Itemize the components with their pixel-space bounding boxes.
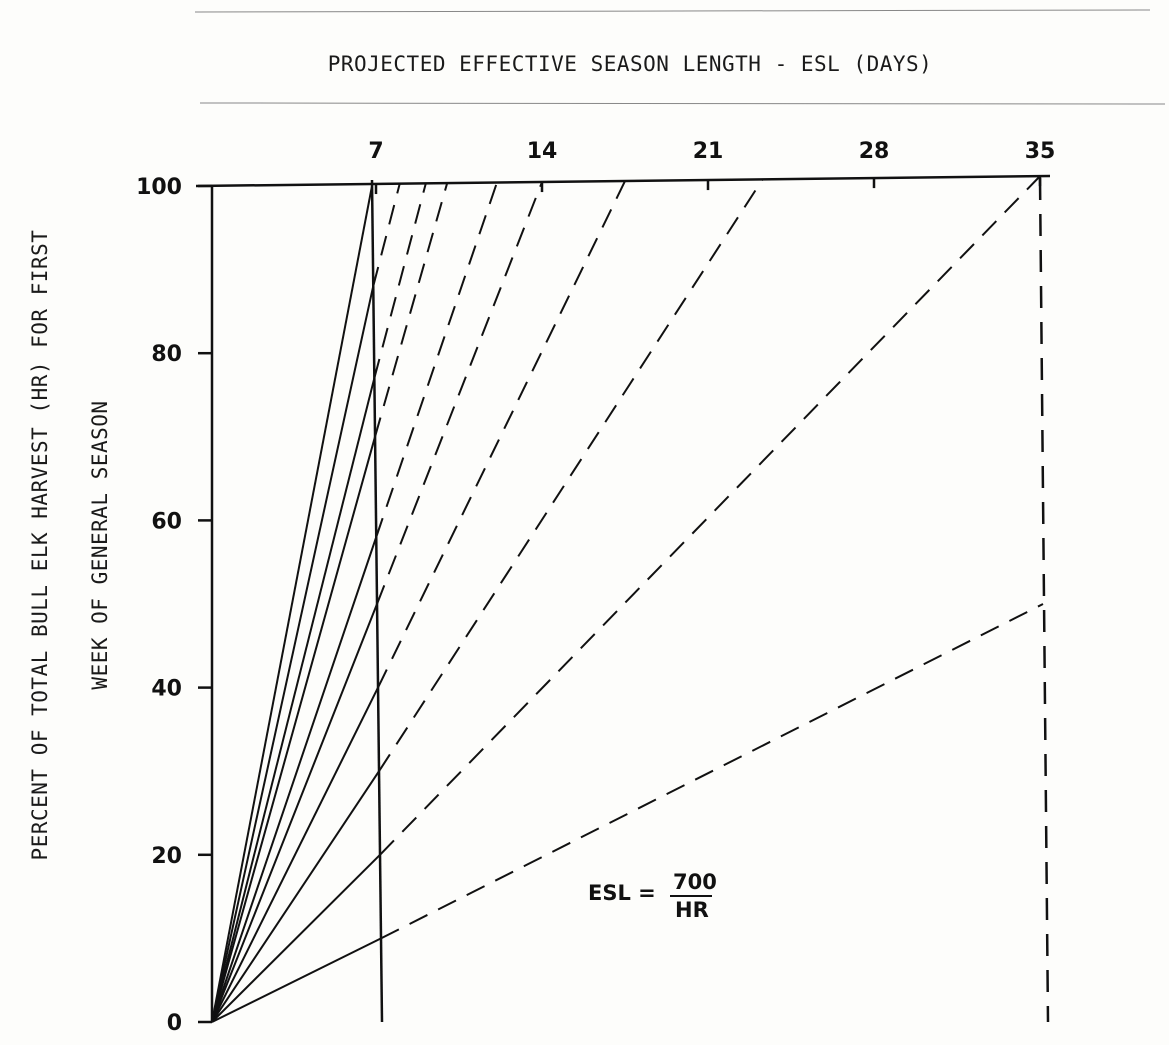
top-tick-label: 7	[368, 139, 383, 164]
projection-line	[375, 182, 498, 538]
harvest-line	[211, 536, 378, 1023]
week-one-line	[370, 179, 384, 1023]
harvest-line	[211, 854, 381, 1023]
y-tick-label: 20	[151, 844, 182, 869]
harvest-line	[211, 687, 379, 1023]
projection-line	[378, 178, 764, 772]
harvest-line	[211, 603, 378, 1023]
harvest-line	[211, 185, 373, 1023]
top-tick-label: 28	[859, 139, 890, 164]
left-axis-ticks: 0 20 40 60 80 100	[136, 175, 212, 1036]
y-tick-label: 0	[167, 1011, 182, 1036]
harvest-line	[211, 937, 382, 1023]
top-tick-label: 14	[527, 139, 558, 164]
projection-line	[379, 175, 1041, 856]
formula-numerator: 700	[673, 870, 717, 894]
top-tick-label: 35	[1025, 139, 1056, 164]
top-tick-label: 21	[693, 139, 724, 164]
y-tick-label: 60	[151, 509, 182, 534]
projection-line	[373, 183, 427, 379]
title-rule-bottom	[199, 102, 1166, 105]
projection-line	[372, 183, 401, 287]
day-35-dashed-line	[1038, 177, 1050, 1023]
projection-line	[376, 181, 543, 605]
projection-line	[380, 603, 1044, 940]
top-axis-ticks: 7 14 21 28 35	[368, 139, 1056, 195]
harvest-line	[211, 770, 380, 1023]
y-tick-label: 100	[136, 175, 182, 200]
harvest-line	[211, 436, 376, 1023]
formula-denominator: HR	[675, 898, 709, 922]
y-tick-label: 80	[151, 342, 182, 367]
formula-lhs: ESL =	[588, 881, 656, 905]
projection-lines	[372, 175, 1044, 940]
y-tick-label: 40	[151, 677, 182, 702]
harvest-line	[211, 286, 375, 1023]
projection-line	[374, 182, 449, 438]
top-axis-title: PROJECTED EFFECTIVE SEASON LENGTH - ESL …	[327, 52, 933, 76]
title-rule-top	[194, 9, 1151, 13]
projection-line	[377, 180, 626, 689]
harvest-line	[211, 378, 376, 1023]
harvest-rate-lines	[211, 185, 382, 1023]
top-axis-line	[195, 174, 1051, 188]
